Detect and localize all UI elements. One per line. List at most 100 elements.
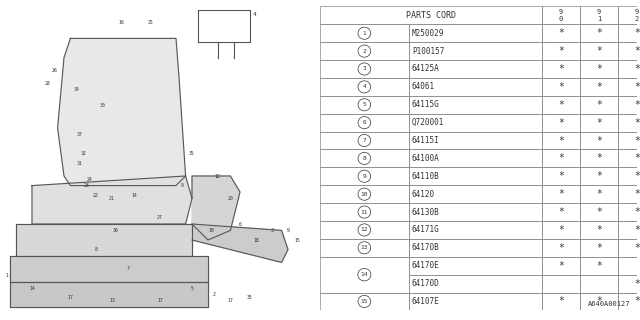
Bar	[541, 221, 580, 239]
Text: *: *	[558, 207, 564, 217]
Bar	[541, 167, 580, 185]
Text: 13: 13	[109, 298, 115, 303]
Text: 32: 32	[81, 151, 86, 156]
Bar	[409, 24, 541, 42]
Text: *: *	[596, 153, 602, 164]
Bar	[409, 257, 541, 275]
Text: 1: 1	[5, 273, 8, 278]
Text: *: *	[596, 46, 602, 56]
Text: 7: 7	[127, 266, 129, 271]
Bar	[320, 6, 541, 24]
Polygon shape	[10, 282, 208, 307]
Text: 26: 26	[52, 68, 57, 73]
Text: *: *	[596, 225, 602, 235]
Text: 3: 3	[362, 67, 366, 71]
Bar	[618, 42, 640, 60]
Bar	[580, 149, 618, 167]
Text: 25: 25	[148, 20, 153, 25]
Text: 17: 17	[228, 298, 233, 303]
Text: 17: 17	[68, 295, 73, 300]
Text: *: *	[558, 100, 564, 110]
Bar	[320, 239, 409, 257]
Text: 12: 12	[360, 228, 368, 232]
Text: *: *	[634, 243, 640, 253]
Bar	[580, 96, 618, 114]
Text: 17: 17	[157, 298, 163, 303]
Bar	[580, 257, 618, 275]
Bar	[541, 292, 580, 310]
Bar	[409, 185, 541, 203]
Text: 11: 11	[360, 210, 368, 214]
Text: *: *	[634, 64, 640, 74]
Bar	[320, 24, 409, 42]
Bar	[580, 6, 618, 24]
Text: M250029: M250029	[412, 29, 444, 38]
Bar	[541, 60, 580, 78]
Bar	[541, 6, 580, 24]
Bar	[541, 257, 580, 275]
Text: 6: 6	[239, 221, 241, 227]
Bar	[618, 221, 640, 239]
Text: *: *	[558, 46, 564, 56]
Text: *: *	[634, 46, 640, 56]
Text: 64125A: 64125A	[412, 65, 440, 74]
Text: *: *	[634, 82, 640, 92]
Text: *: *	[634, 28, 640, 38]
Bar	[409, 203, 541, 221]
Text: *: *	[596, 261, 602, 271]
Bar	[618, 203, 640, 221]
Bar	[541, 149, 580, 167]
Text: *: *	[558, 135, 564, 146]
Text: 35: 35	[247, 295, 252, 300]
Text: 8: 8	[95, 247, 97, 252]
Bar	[541, 275, 580, 292]
Text: 6: 6	[362, 120, 366, 125]
Bar	[320, 60, 409, 78]
Text: 3: 3	[271, 228, 273, 233]
Bar	[580, 78, 618, 96]
Text: 5: 5	[191, 285, 193, 291]
Bar	[320, 78, 409, 96]
Text: *: *	[558, 171, 564, 181]
Bar	[580, 60, 618, 78]
Text: 27: 27	[157, 215, 163, 220]
Text: *: *	[596, 296, 602, 307]
Text: 14: 14	[360, 272, 368, 277]
Text: 10: 10	[360, 192, 368, 197]
Text: 1: 1	[362, 31, 366, 36]
Bar	[580, 114, 618, 132]
Polygon shape	[10, 256, 208, 282]
Polygon shape	[192, 176, 240, 240]
Polygon shape	[192, 224, 288, 262]
Text: 8: 8	[362, 156, 366, 161]
Text: *: *	[596, 243, 602, 253]
Text: *: *	[558, 118, 564, 128]
Text: 2: 2	[362, 49, 366, 54]
Bar	[618, 185, 640, 203]
Text: *: *	[596, 82, 602, 92]
Text: 19: 19	[209, 228, 214, 233]
Bar	[409, 292, 541, 310]
Text: 9: 9	[287, 228, 289, 233]
Bar	[541, 24, 580, 42]
Text: 35: 35	[189, 151, 195, 156]
Bar	[320, 221, 409, 239]
Text: 64115G: 64115G	[412, 100, 440, 109]
Text: 64171G: 64171G	[412, 225, 440, 235]
Bar	[409, 78, 541, 96]
Text: 14: 14	[132, 193, 137, 198]
Text: A640A00127: A640A00127	[588, 301, 630, 307]
Bar	[618, 60, 640, 78]
Bar	[409, 275, 541, 292]
Text: 23: 23	[84, 183, 89, 188]
Text: 24: 24	[87, 177, 92, 182]
Bar	[409, 96, 541, 114]
Text: 31: 31	[77, 161, 83, 166]
Text: *: *	[558, 64, 564, 74]
Text: *: *	[634, 118, 640, 128]
Text: 64115I: 64115I	[412, 136, 440, 145]
Text: *: *	[596, 207, 602, 217]
Text: 30: 30	[100, 103, 105, 108]
Polygon shape	[32, 176, 192, 224]
Bar	[618, 96, 640, 114]
